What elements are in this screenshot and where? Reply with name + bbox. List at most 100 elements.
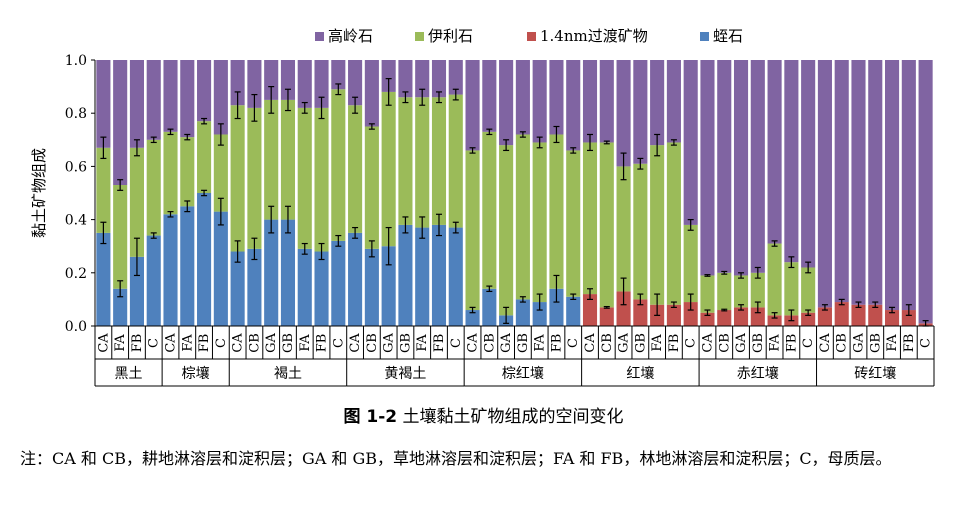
bar-illite (515, 134, 530, 300)
bar-illite (129, 147, 144, 257)
legend-item-illite: 伊利石 (415, 26, 473, 46)
bar-vermiculite (314, 251, 329, 326)
bar-kaolinite (398, 60, 413, 98)
x-category-label: FB (549, 334, 564, 353)
bar-illite (314, 107, 329, 252)
bar-transitional (633, 299, 648, 326)
bar-vermiculite (532, 302, 547, 326)
x-category-label: C (214, 338, 229, 348)
x-category-label: GB (516, 333, 531, 353)
bar-kaolinite (700, 60, 715, 276)
bar-transitional (868, 304, 883, 326)
x-category-label: FA (768, 334, 783, 352)
bar-kaolinite (851, 60, 866, 305)
bar-transitional (750, 307, 765, 326)
legend-label-kaolinite: 高岭石 (328, 27, 374, 45)
bar-vermiculite (230, 251, 245, 326)
bar-illite (280, 99, 296, 220)
bar-illite (616, 166, 631, 292)
bar-illite (297, 107, 312, 249)
bar-kaolinite (801, 60, 816, 268)
x-category-label: FA (415, 334, 430, 352)
bar-vermiculite (549, 288, 564, 326)
x-category-label: GA (382, 333, 397, 353)
x-group-label: 黑土 (115, 366, 143, 382)
bar-kaolinite (331, 60, 346, 90)
x-category-label: C (684, 338, 699, 348)
bar-vermiculite (381, 246, 396, 326)
bar-vermiculite (566, 296, 581, 326)
bar-vermiculite (113, 288, 128, 326)
bar-kaolinite (431, 60, 447, 98)
bar-kaolinite (666, 60, 681, 143)
x-category-label: CA (96, 333, 111, 353)
x-category-label: FB (902, 334, 917, 353)
x-category-label: C (331, 338, 346, 348)
chart-legend: 高岭石 伊利石 1.4nm过渡矿物 蛭石 (0, 26, 967, 46)
bar-transitional (801, 312, 816, 326)
x-group-label: 赤红壤 (737, 365, 779, 382)
bar-transitional (666, 304, 681, 326)
x-category-label: CA (231, 333, 246, 353)
bar-vermiculite (264, 219, 279, 326)
bar-vermiculite (515, 299, 530, 326)
bar-transitional (733, 307, 749, 326)
y-tick-label: 0.4 (65, 213, 87, 229)
bar-transitional (616, 291, 631, 326)
legend-label-illite: 伊利石 (428, 27, 474, 45)
x-category-label: FA (180, 334, 195, 352)
x-category-label: GA (734, 333, 749, 353)
bar-vermiculite (415, 227, 430, 326)
legend-swatch-vermiculite (700, 31, 709, 41)
bar-kaolinite (885, 60, 900, 311)
x-category-label: FA (113, 334, 128, 352)
legend-item-transitional: 1.4nm过渡矿物 (527, 26, 648, 46)
bar-kaolinite (616, 60, 631, 167)
x-category-label: GA (264, 333, 279, 353)
x-category-label: C (801, 338, 816, 348)
bar-transitional (582, 294, 598, 326)
bar-kaolinite (146, 60, 161, 140)
x-category-label: C (919, 338, 934, 348)
bar-transitional (599, 307, 614, 326)
bar-kaolinite (549, 60, 564, 135)
bar-illite (213, 134, 228, 212)
bar-kaolinite (599, 60, 614, 143)
bar-kaolinite (499, 60, 514, 146)
bar-vermiculite (398, 224, 413, 326)
x-category-label: CA (583, 333, 598, 353)
bar-vermiculite (482, 288, 497, 326)
bar-illite (767, 243, 782, 316)
bar-kaolinite (683, 60, 698, 225)
bar-kaolinite (515, 60, 530, 135)
bar-illite (96, 147, 111, 233)
bar-kaolinite (197, 60, 212, 122)
bar-illite (146, 139, 161, 236)
x-category-label: CA (700, 333, 715, 353)
legend-label-vermiculite: 蛭石 (713, 27, 744, 45)
figure-title: 土壤黏土矿物组成的空间变化 (397, 407, 624, 427)
bar-kaolinite (767, 60, 782, 244)
bar-kaolinite (633, 60, 648, 164)
bar-illite (482, 131, 497, 289)
bar-illite (784, 262, 799, 316)
x-category-label: GA (499, 333, 514, 353)
x-category-label: C (566, 338, 581, 348)
x-category-label: CB (365, 333, 380, 353)
bar-kaolinite (733, 60, 749, 276)
bar-illite (666, 142, 681, 305)
legend-label-transitional: 1.4nm过渡矿物 (540, 27, 648, 45)
bar-vermiculite (129, 256, 144, 326)
bar-vermiculite (163, 214, 178, 326)
x-category-label: FB (667, 334, 682, 353)
bar-kaolinite (868, 60, 883, 305)
bar-illite (431, 97, 447, 225)
legend-item-kaolinite: 高岭石 (315, 26, 373, 46)
bar-kaolinite (180, 60, 195, 138)
bar-kaolinite (96, 60, 111, 148)
bar-transitional (851, 304, 866, 326)
bar-vermiculite (348, 232, 363, 326)
bar-kaolinite (314, 60, 329, 108)
y-tick-label: 0.8 (65, 106, 87, 122)
y-tick-label: 1.0 (65, 53, 87, 69)
